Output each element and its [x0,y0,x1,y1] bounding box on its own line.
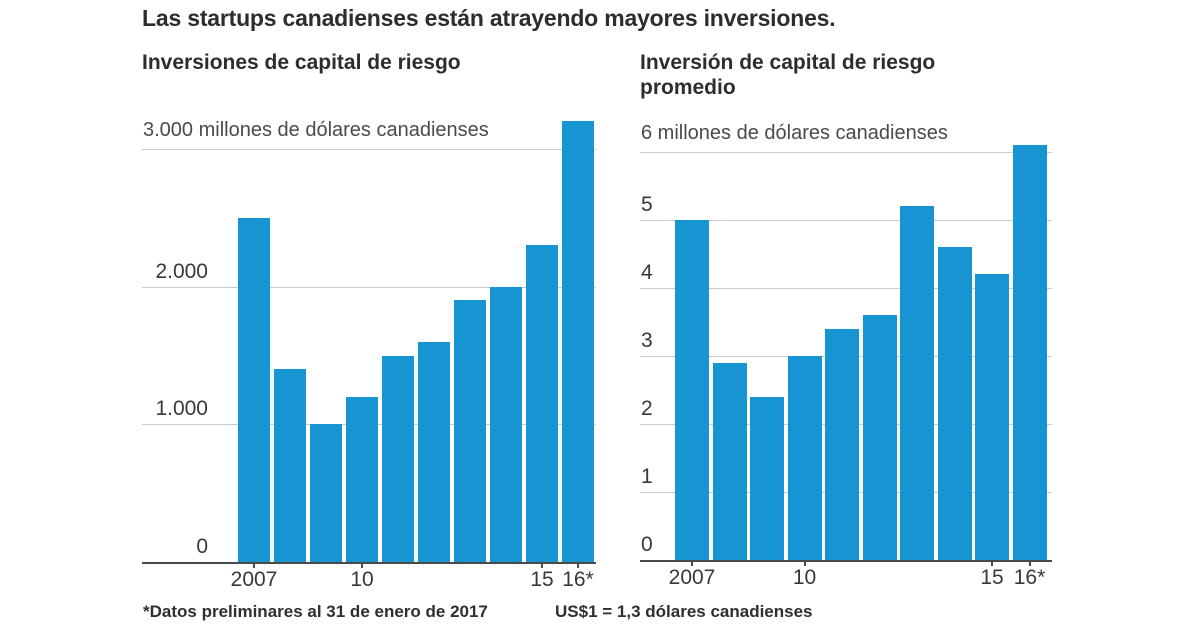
bar-2011 [382,355,414,562]
bar-2016 [1012,145,1047,560]
x-axis-label: 10 [792,566,817,589]
right-chart-unit-label: 6 millones de dólares canadienses [641,122,948,144]
x-axis-tick [803,560,806,566]
right-chart-title: Inversión de capital de riesgo promedio [640,51,936,99]
bar-2012 [418,341,450,562]
chart-group-title: Las startups canadienses están atrayendo… [142,5,836,31]
y-axis-label: 0 [641,533,653,556]
x-axis-label: 15 [530,568,554,591]
left-chart-title: Inversiones de capital de riesgo [142,51,461,74]
x-axis-label: 2007 [230,568,278,591]
bar-2013 [900,206,934,560]
gridline [142,149,596,150]
bar-2014 [937,247,972,560]
bar-2014 [490,286,522,562]
x-axis-tick [691,560,693,566]
bar-2013 [454,300,486,562]
x-axis-tick [577,562,579,568]
footnote-preliminary-data: *Datos preliminares al 31 de enero de 20… [143,602,488,621]
x-axis-label: 15 [980,566,1004,589]
left-chart-unit-label: 3.000 millones de dólares canadienses [143,119,489,141]
x-axis-label: 16* [1013,566,1046,589]
y-axis-label: 1.000 [155,397,208,421]
y-axis-label: 0 [196,535,208,558]
x-axis-tick [541,562,543,568]
gridline [640,152,1052,153]
gridline [640,288,1052,289]
bar-2007 [238,217,270,562]
footnote-exchange-rate: US$1 = 1,3 dólares canadienses [555,602,813,621]
bar-2012 [862,315,897,560]
x-axis-tick [253,562,255,568]
bar-2010 [346,396,378,562]
bar-2011 [825,328,859,560]
gridline [640,220,1052,221]
x-axis-tick [361,562,363,568]
x-axis-label: 10 [350,568,374,591]
y-axis-label: 4 [641,261,653,284]
y-axis-label: 2 [641,397,653,420]
gridline [142,286,596,288]
bar-2008 [712,362,747,560]
bar-2007 [675,220,709,560]
x-axis-label: 2007 [668,566,716,589]
x-axis-baseline [640,560,1052,562]
x-axis-baseline [142,562,596,564]
bar-2009 [750,396,784,560]
bar-2015 [526,245,558,562]
x-axis-label: 16* [562,568,594,591]
y-axis-label: 3 [641,329,653,352]
bar-2010 [787,356,822,560]
bar-2016 [562,121,594,562]
y-axis-label: 1 [641,465,653,488]
right-chart-plot-area: 0 1 2 3 4 5 2007 10 15 16* [640,145,1052,589]
y-axis-label: 5 [641,193,653,216]
bar-2015 [975,274,1009,560]
bar-2009 [310,424,342,562]
y-axis-label: 2.000 [155,259,208,283]
x-axis-tick [1028,560,1031,566]
left-chart-plot-area: 0 1.000 2.000 2007 10 15 16* [142,121,596,591]
bar-2008 [274,369,306,562]
x-axis-tick [991,560,993,566]
